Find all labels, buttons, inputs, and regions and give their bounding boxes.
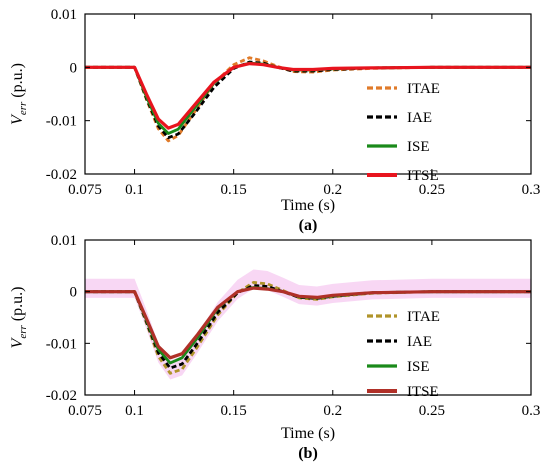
legend-label-itse: ITSE xyxy=(407,384,439,400)
panel-a: 0.075 0.1 0.15 0.2 0.25 0.3 0.01 0 -0.01 -0.02 Ver… xyxy=(9,7,540,234)
y-tick-label: 0.01 xyxy=(51,233,77,249)
legend-label-ise: ISE xyxy=(407,359,430,375)
y-tick-label: 0 xyxy=(70,60,78,76)
legend-label-iae: IAE xyxy=(407,334,432,350)
y-tick-label: 0 xyxy=(70,285,78,301)
y-tick-label: 0.01 xyxy=(51,7,77,23)
y-axis-label: Verr (p.u.) xyxy=(9,287,29,349)
y-tick-label: -0.01 xyxy=(46,336,77,352)
legend-label-iae: IAE xyxy=(407,110,432,126)
x-tick-label: 0.1 xyxy=(125,403,144,419)
series-line-iae xyxy=(85,60,531,140)
y-axis-label-main: V xyxy=(9,113,26,125)
legend-label-itae: ITAE xyxy=(407,81,440,97)
plot-frame xyxy=(84,239,532,396)
y-axis-label-sub: err xyxy=(17,325,29,339)
y-axis-label-sub: err xyxy=(17,101,29,115)
series-line-itse xyxy=(85,286,531,360)
panel-caption: (b) xyxy=(298,445,318,462)
series-band xyxy=(85,269,531,380)
series-line-itse xyxy=(85,62,531,130)
x-tick-label: 0.1 xyxy=(125,182,144,198)
y-tick-label: -0.02 xyxy=(46,167,77,183)
x-tick-label: 0.3 xyxy=(522,403,541,419)
y-tick-label: -0.01 xyxy=(46,114,77,130)
x-tick-label: 0.075 xyxy=(68,182,102,198)
x-tick-label: 0.3 xyxy=(522,182,541,198)
legend-label-ise: ISE xyxy=(407,139,430,155)
x-axis-label: Time (s) xyxy=(281,425,335,442)
y-tick-label: -0.02 xyxy=(46,388,77,404)
x-tick-label: 0.2 xyxy=(323,182,342,198)
x-tick-label: 0.15 xyxy=(221,182,247,198)
y-axis-label-unit: (p.u.) xyxy=(9,287,26,326)
plot-frame xyxy=(84,13,532,175)
panel-caption: (a) xyxy=(299,217,318,234)
y-axis-label-unit: (p.u.) xyxy=(9,63,26,102)
series-line-ise xyxy=(85,61,531,135)
y-axis-label: Verr (p.u.) xyxy=(9,63,29,125)
x-tick-label: 0.25 xyxy=(419,182,445,198)
x-tick-label: 0.2 xyxy=(323,403,342,419)
y-axis-label-main: V xyxy=(9,336,26,348)
legend-label-itae: ITAE xyxy=(407,309,440,325)
legend-label-itse: ITSE xyxy=(407,168,439,184)
x-tick-label: 0.075 xyxy=(68,403,102,419)
x-tick-label: 0.25 xyxy=(419,403,445,419)
series-line-itae xyxy=(85,56,531,143)
panel-b: 0.075 0.1 0.15 0.2 0.25 0.3 0.01 0 -0.01 -0.02 Ver… xyxy=(9,233,540,462)
x-tick-label: 0.15 xyxy=(221,403,247,419)
x-axis-label: Time (s) xyxy=(281,197,335,214)
